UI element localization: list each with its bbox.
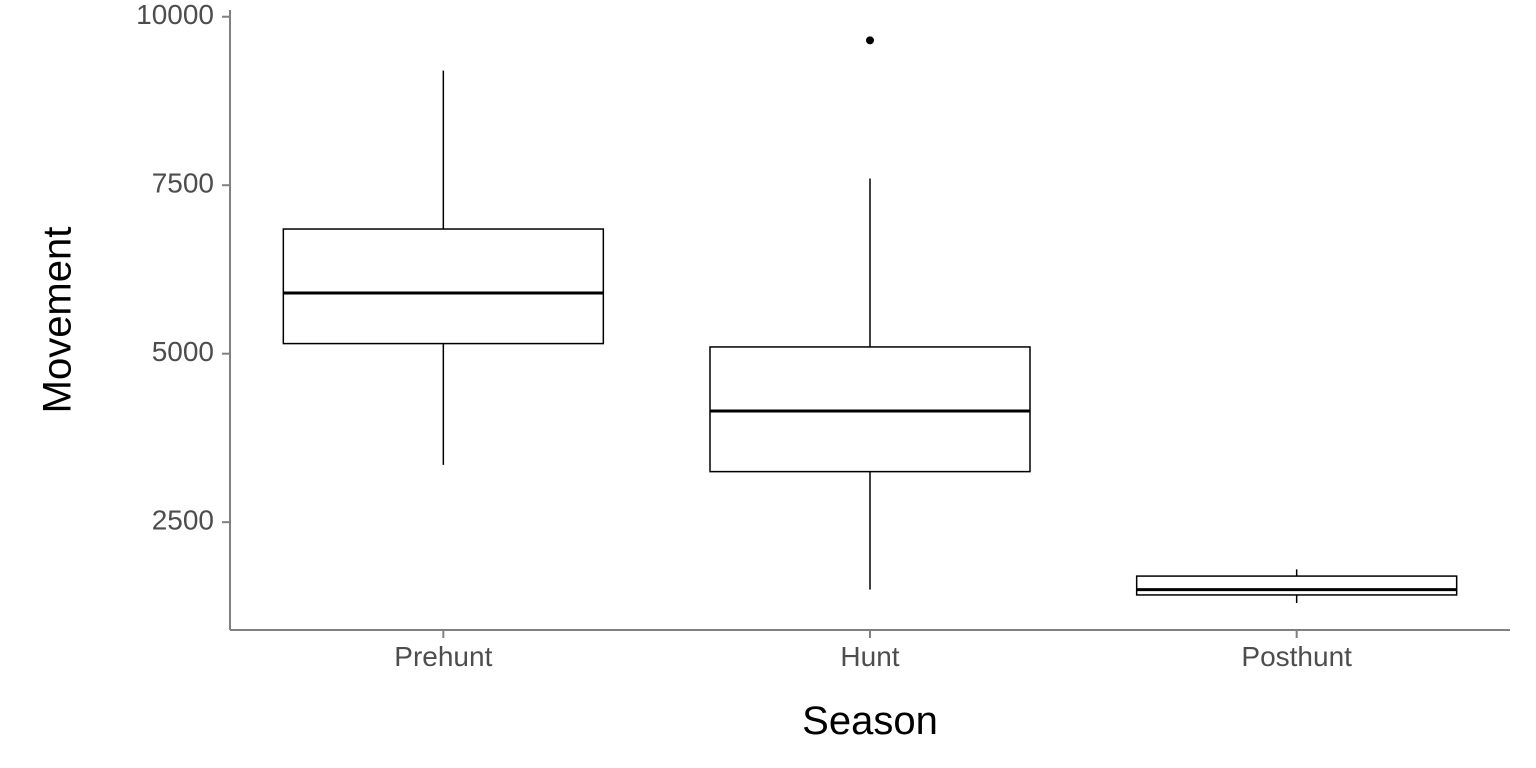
chart-svg: 2500 5000 7500 10000 Prehunt Hunt Posthunt Seas…: [0, 0, 1536, 768]
box: [1137, 576, 1457, 595]
y-tick-label: 2500: [152, 505, 214, 536]
y-axis-title: Movement: [36, 227, 80, 414]
x-tick-label: Hunt: [840, 641, 899, 672]
y-tick-label: 10000: [136, 0, 214, 30]
outlier-point: [866, 36, 874, 44]
box: [283, 229, 603, 344]
boxplot-chart: 2500 5000 7500 10000 Prehunt Hunt Posthunt Seas…: [0, 0, 1536, 768]
x-tick-label: Posthunt: [1241, 641, 1352, 672]
y-tick-label: 7500: [152, 168, 214, 199]
x-axis-title: Season: [802, 699, 938, 743]
box: [710, 347, 1030, 472]
y-tick-label: 5000: [152, 336, 214, 367]
x-tick-label: Prehunt: [394, 641, 492, 672]
